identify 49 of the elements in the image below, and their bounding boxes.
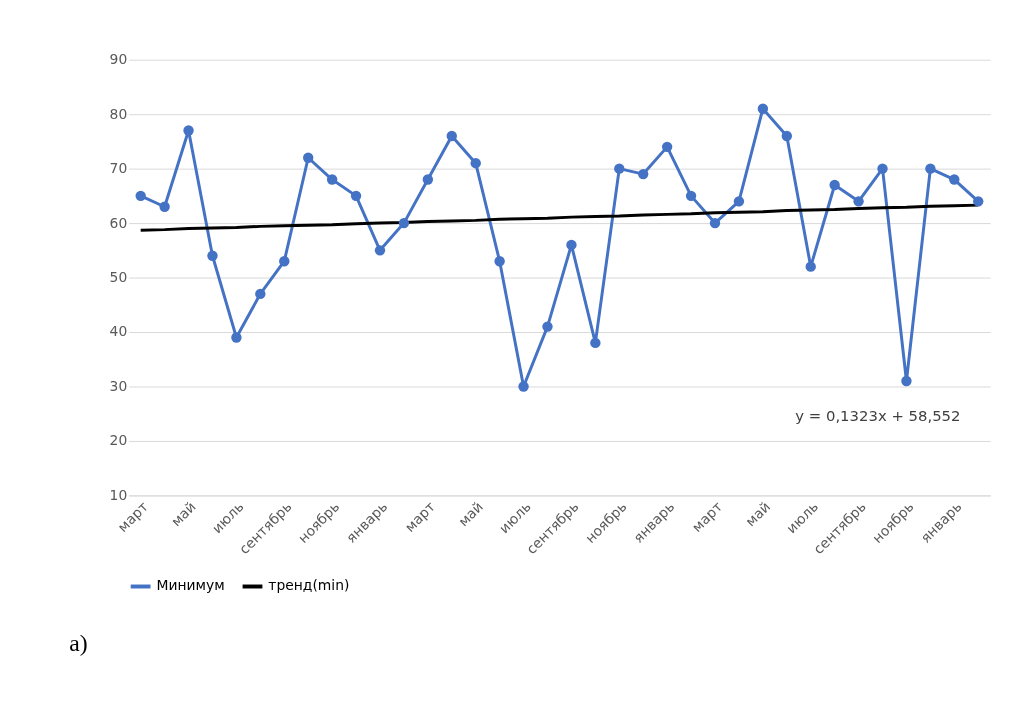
y-tick-label: 80 — [109, 105, 128, 122]
point — [661, 141, 673, 153]
point — [542, 321, 553, 332]
y-tick-label: 90 — [109, 51, 128, 68]
point — [973, 196, 984, 207]
point — [829, 179, 840, 191]
point — [279, 256, 290, 267]
point — [303, 152, 314, 163]
y-tick-label: 70 — [109, 160, 128, 177]
point — [422, 174, 434, 185]
point — [518, 381, 529, 392]
text: a) — [69, 629, 88, 656]
point — [709, 217, 721, 229]
point — [949, 174, 960, 185]
point — [398, 217, 410, 229]
point — [925, 163, 936, 174]
point — [685, 190, 697, 202]
point — [638, 168, 649, 180]
y-tick-label: 20 — [109, 432, 128, 449]
point — [183, 125, 194, 136]
legend-label: Минимум — [156, 577, 225, 594]
y-tick-label: 60 — [109, 214, 128, 231]
point — [207, 250, 218, 261]
point — [566, 239, 577, 251]
annotation: y = 0,1323x + 58,552 — [795, 407, 961, 426]
point — [805, 261, 816, 272]
point — [255, 288, 266, 300]
point — [614, 163, 625, 174]
point — [590, 337, 601, 349]
point — [159, 201, 170, 212]
point — [877, 163, 888, 174]
point — [446, 130, 457, 142]
point — [901, 375, 912, 387]
point — [135, 190, 146, 202]
y-tick-label: 30 — [109, 377, 128, 394]
legend-label: тренд(min) — [268, 577, 350, 594]
point — [470, 158, 481, 169]
point — [374, 245, 386, 256]
y-tick-label: 40 — [109, 323, 128, 340]
point — [853, 196, 864, 207]
point — [350, 190, 362, 202]
point — [757, 103, 769, 114]
point — [733, 196, 745, 207]
point — [781, 130, 792, 142]
y-tick-label: 50 — [109, 269, 128, 286]
point — [494, 256, 505, 267]
y-tick-label: 10 — [109, 486, 128, 503]
point — [231, 332, 242, 343]
point — [326, 174, 338, 185]
